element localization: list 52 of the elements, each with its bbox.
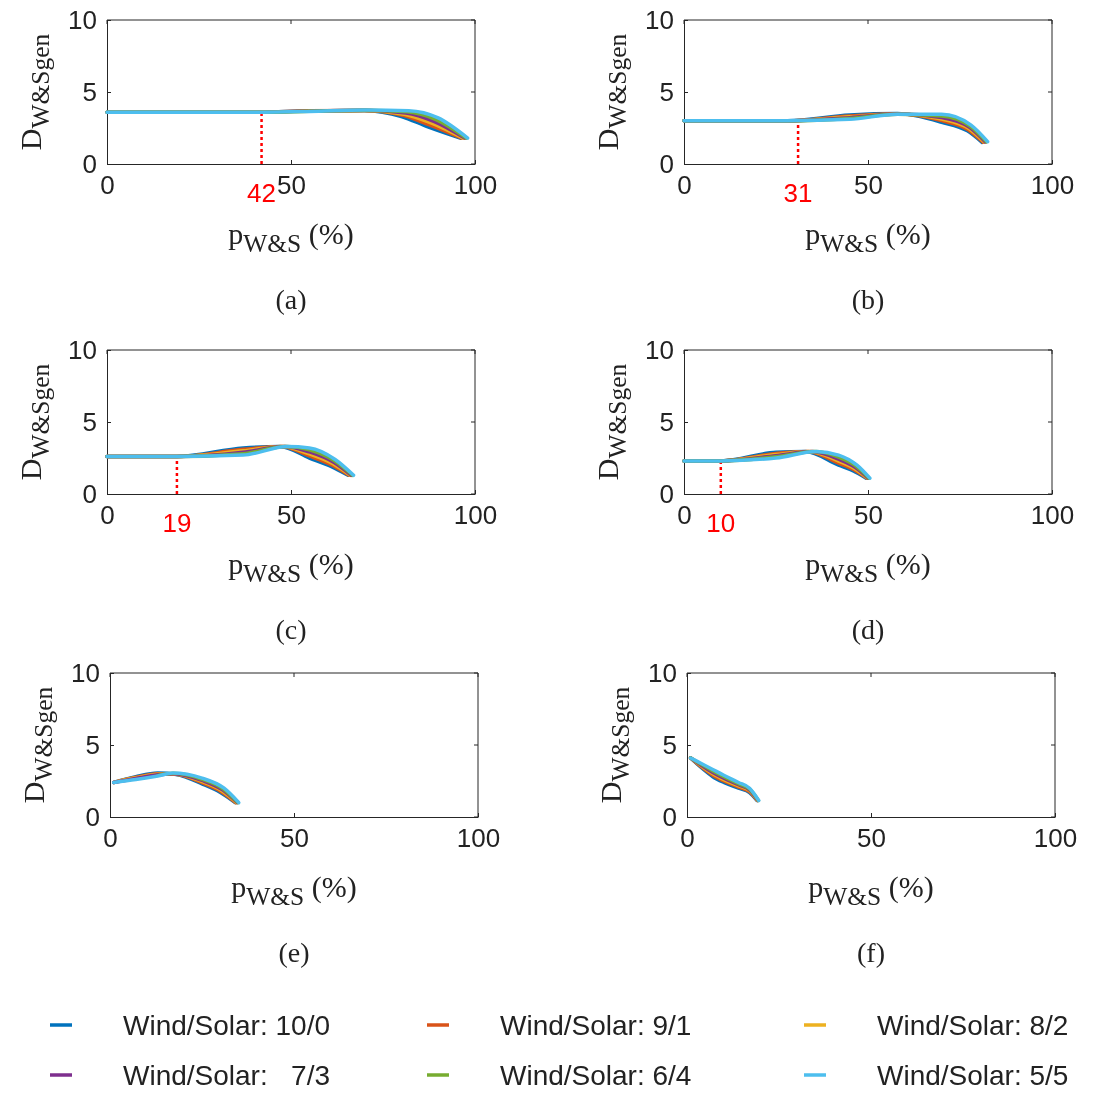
x-tick-label: 50: [280, 823, 309, 854]
text: (c): [275, 614, 307, 645]
y-tick-label: 5: [659, 76, 674, 107]
text: (e): [278, 937, 310, 968]
y-tick-label: 0: [659, 478, 674, 509]
text: (f): [857, 937, 885, 968]
y-tick-label: 5: [659, 406, 674, 437]
x-tick-label: 100: [1033, 823, 1078, 854]
x-axis-title: p$_{W&S}$ (%): [228, 217, 354, 258]
x-tick-label: 50: [857, 823, 886, 854]
y-tick-label: 10: [68, 4, 97, 35]
y-tick-label: 10: [68, 334, 97, 365]
x-tick-label: 50: [277, 500, 306, 531]
y-tick-label: 10: [645, 334, 674, 365]
x-axis-title: p$_{W&S}$ (%): [228, 547, 354, 588]
legend-label: Wind/Solar: 7/3: [123, 1060, 330, 1091]
x-axis-title: p$_{W&S}$ (%): [808, 870, 934, 911]
y-tick-label: 0: [85, 801, 100, 832]
y-tick-label: 5: [85, 729, 100, 760]
ref-line-label: 10: [706, 508, 736, 538]
x-tick-label: 50: [277, 170, 306, 201]
x-tick-label: 100: [1030, 500, 1075, 531]
legend-label: Wind/Solar: 9/1: [500, 1010, 692, 1041]
legend-label: Wind/Solar: 10/0: [123, 1010, 330, 1041]
y-tick-label: 0: [82, 148, 97, 179]
x-axis-title: p$_{W&S}$ (%): [805, 547, 931, 588]
text: (a): [275, 284, 307, 315]
x-tick-label: 100: [1030, 170, 1075, 201]
legend-label: Wind/Solar: 6/4: [500, 1060, 692, 1091]
y-tick-label: 10: [71, 657, 100, 688]
x-tick-label: 100: [453, 500, 498, 531]
x-tick-label: 100: [453, 170, 498, 201]
y-tick-label: 5: [82, 76, 97, 107]
y-tick-label: 0: [82, 478, 97, 509]
legend-label: Wind/Solar: 5/5: [877, 1060, 1069, 1091]
x-tick-label: 50: [854, 500, 883, 531]
x-axis-title: p$_{W&S}$ (%): [231, 870, 357, 911]
text: (b): [851, 284, 885, 315]
x-tick-label: 50: [854, 170, 883, 201]
x-tick-label: 100: [456, 823, 501, 854]
y-tick-label: 10: [648, 657, 677, 688]
ref-line-label: 31: [783, 178, 813, 208]
y-tick-label: 10: [645, 4, 674, 35]
y-tick-label: 0: [659, 148, 674, 179]
text: (d): [851, 614, 885, 645]
y-tick-label: 0: [662, 801, 677, 832]
y-tick-label: 5: [662, 729, 677, 760]
legend-label: Wind/Solar: 8/2: [877, 1010, 1069, 1041]
x-axis-title: p$_{W&S}$ (%): [805, 217, 931, 258]
ref-line-label: 42: [247, 178, 277, 208]
y-tick-label: 5: [82, 406, 97, 437]
ref-line-label: 19: [162, 508, 192, 538]
